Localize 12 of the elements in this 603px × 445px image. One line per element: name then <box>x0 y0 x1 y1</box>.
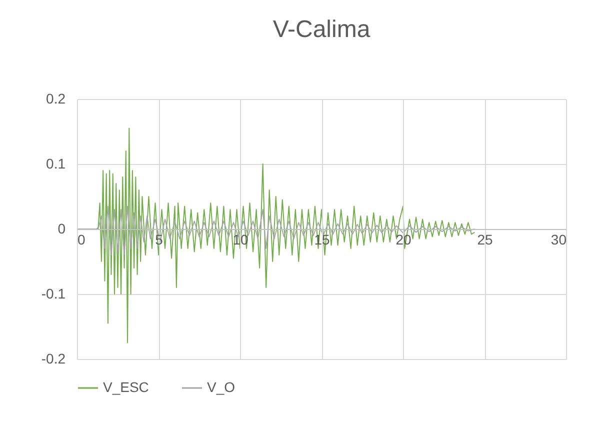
y-tick-label: 0 <box>58 220 66 236</box>
chart-title: V-Calima <box>272 16 371 43</box>
x-tick-label: 30 <box>550 232 567 248</box>
legend-label: V_O <box>207 379 236 395</box>
legend-label: V_ESC <box>103 379 149 395</box>
y-tick-label: 0.1 <box>46 156 66 172</box>
x-tick-label: 25 <box>477 232 493 248</box>
y-tick-label: 0.2 <box>46 90 66 106</box>
y-tick-label: -0.2 <box>41 350 66 366</box>
y-tick-label: -0.1 <box>41 286 66 302</box>
line-series <box>77 206 476 256</box>
x-tick-label: 0 <box>78 232 86 248</box>
